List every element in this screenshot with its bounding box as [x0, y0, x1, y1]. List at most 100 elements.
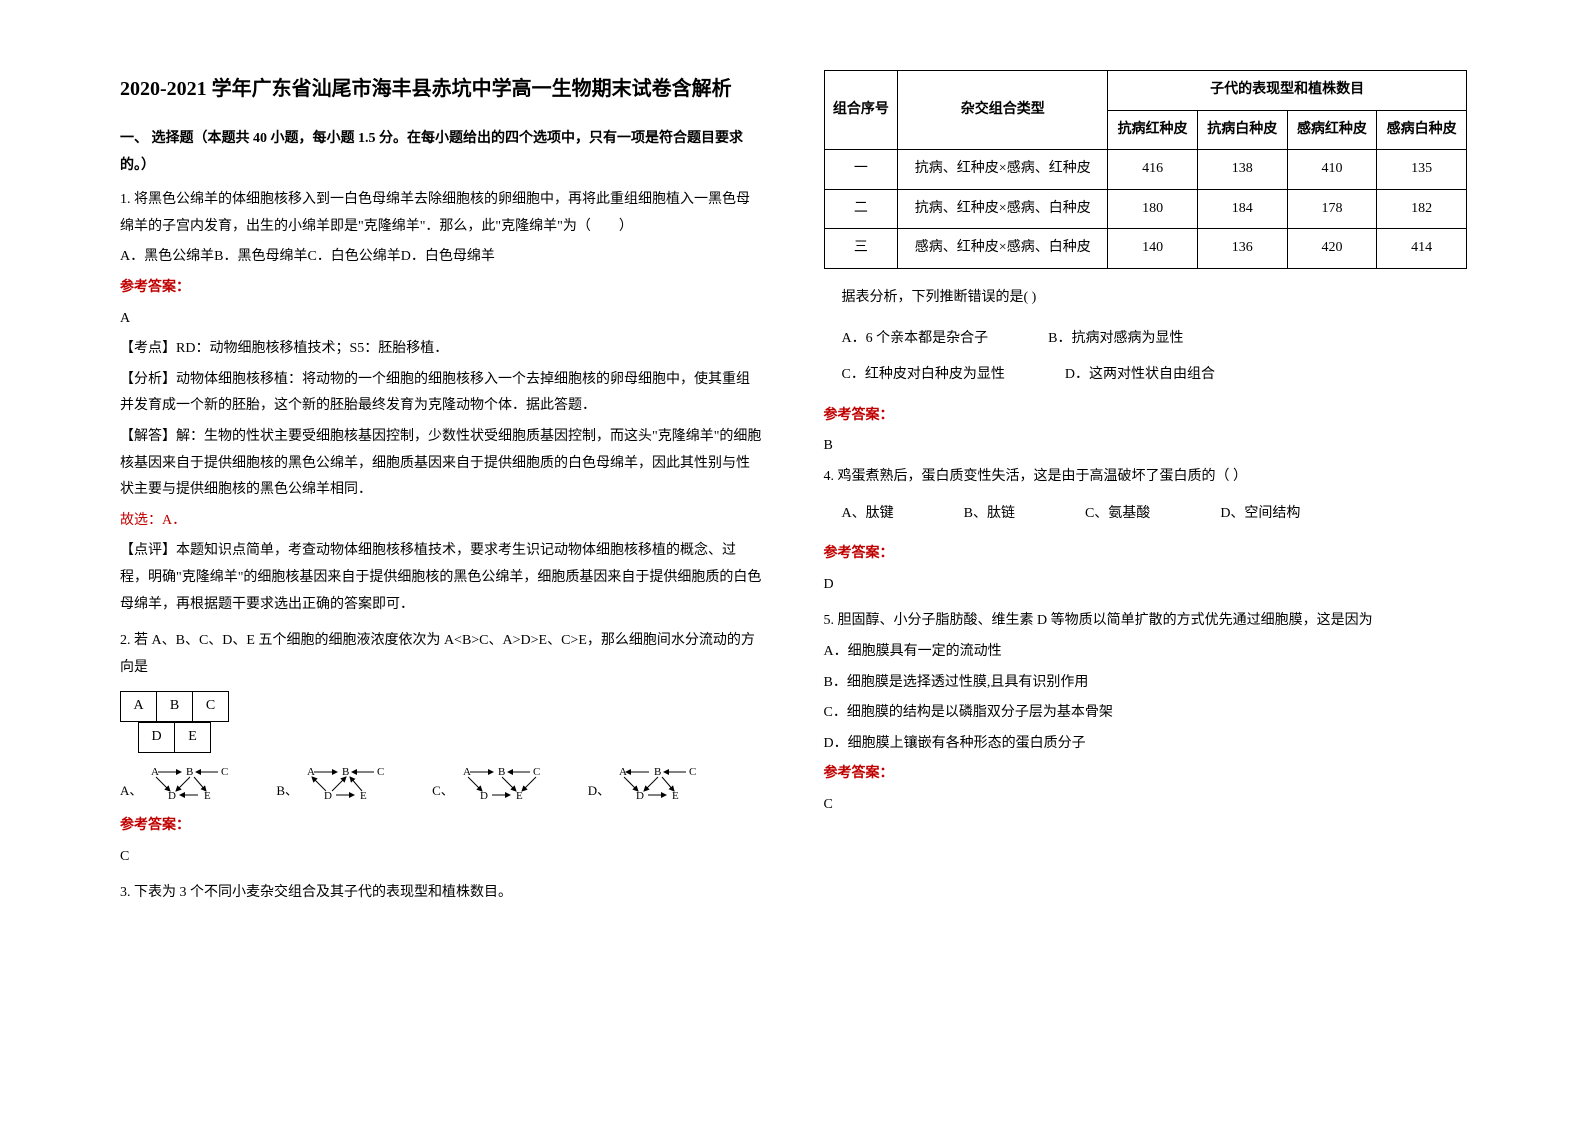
- q3-opt-d: D．这两对性状自由组合: [1065, 362, 1215, 389]
- q1-exp5: 【点评】本题知识点简单，考查动物体细胞核移植技术，要求考生识记动物体细胞核移植的…: [120, 538, 764, 618]
- q5-opt-a: A．细胞膜具有一定的流动性: [824, 639, 1468, 666]
- th-offspring: 子代的表现型和植株数目: [1108, 71, 1467, 111]
- cell: 抗病、红种皮×感病、红种皮: [898, 150, 1108, 190]
- answer-label: 参考答案：: [824, 761, 1468, 788]
- svg-text:E: E: [516, 790, 523, 802]
- sub-head: 抗病红种皮: [1108, 110, 1198, 150]
- q3-opt-b: B．抗病对感病为显性: [1048, 326, 1183, 353]
- q2-opt-b: B、 A B C D E: [276, 763, 392, 803]
- q1-text: 1. 将黑色公绵羊的体细胞核移入到一白色母绵羊去除细胞核的卵细胞中，再将此重组细…: [120, 187, 764, 240]
- q3-opt-c: C．红种皮对白种皮为显性: [842, 362, 1005, 389]
- svg-text:D: D: [480, 790, 488, 802]
- q3-subtext: 据表分析，下列推断错误的是( ): [842, 285, 1468, 312]
- svg-text:A: A: [151, 766, 159, 778]
- q1-exp3: 【解答】解：生物的性状主要受细胞核基因控制，少数性状受细胞质基因控制，而这头"克…: [120, 424, 764, 504]
- svg-text:C: C: [533, 766, 540, 778]
- cell: 180: [1108, 189, 1198, 229]
- opt-label: C、: [432, 779, 454, 804]
- q4-opt-b: B、肽链: [964, 501, 1015, 528]
- svg-text:C: C: [689, 766, 696, 778]
- q2-opt-a: A、 ABC DE: [120, 763, 236, 803]
- q2-answer: C: [120, 844, 764, 871]
- sub-head: 感病白种皮: [1377, 110, 1467, 150]
- sub-head: 抗病白种皮: [1197, 110, 1287, 150]
- q1-exp2: 【分析】动物体细胞核移植：将动物的一个细胞的细胞核移入一个去掉细胞核的卵母细胞中…: [120, 367, 764, 420]
- answer-label: 参考答案：: [824, 403, 1468, 430]
- th-cross-type: 杂交组合类型: [898, 71, 1108, 150]
- q2-text: 2. 若 A、B、C、D、E 五个细胞的细胞液浓度依次为 A<B>C、A>D>E…: [120, 628, 764, 681]
- q1-exp4: 故选：A．: [120, 508, 764, 535]
- q3-text: 3. 下表为 3 个不同小麦杂交组合及其子代的表现型和植株数目。: [120, 880, 764, 907]
- opt-label: A、: [120, 779, 142, 804]
- svg-text:B: B: [342, 766, 349, 778]
- q3-data-table: 组合序号 杂交组合类型 子代的表现型和植株数目 抗病红种皮 抗病白种皮 感病红种…: [824, 70, 1468, 269]
- answer-label: 参考答案：: [120, 275, 764, 302]
- svg-text:D: D: [324, 790, 332, 802]
- cell: 一: [824, 150, 898, 190]
- answer-label: 参考答案：: [824, 541, 1468, 568]
- cell: 184: [1197, 189, 1287, 229]
- svg-text:E: E: [204, 790, 211, 802]
- svg-text:D: D: [168, 790, 176, 802]
- q1-exp1: 【考点】RD：动物细胞核移植技术；S5：胚胎移植．: [120, 336, 764, 363]
- cell: 136: [1197, 229, 1287, 269]
- question-1: 1. 将黑色公绵羊的体细胞核移入到一白色母绵羊去除细胞核的卵细胞中，再将此重组细…: [120, 187, 764, 618]
- cell: 135: [1377, 150, 1467, 190]
- svg-text:B: B: [654, 766, 661, 778]
- cell: 182: [1377, 189, 1467, 229]
- flow-diagram-c: A B C D E: [458, 763, 548, 803]
- q2-option-diagrams: A、 A B C D E B、 A B C: [120, 763, 764, 803]
- cell: 178: [1287, 189, 1377, 229]
- flow-diagram-b: A B C D E: [302, 763, 392, 803]
- svg-text:E: E: [672, 790, 679, 802]
- answer-label: 参考答案：: [120, 813, 764, 840]
- q5-text: 5. 胆固醇、小分子脂肪酸、维生素 D 等物质以简单扩散的方式优先通过细胞膜，这…: [824, 608, 1468, 635]
- flow-diagram-d: ABC DE: [614, 763, 704, 803]
- table-row: 三 感病、红种皮×感病、白种皮 140 136 420 414: [824, 229, 1467, 269]
- svg-text:E: E: [360, 790, 367, 802]
- q5-answer: C: [824, 792, 1468, 819]
- cell: 二: [824, 189, 898, 229]
- cell: 416: [1108, 150, 1198, 190]
- cell-D: D: [139, 723, 175, 753]
- cell: 138: [1197, 150, 1287, 190]
- cell-E: E: [175, 723, 211, 753]
- q4-opt-d: D、空间结构: [1220, 501, 1300, 528]
- cell: 抗病、红种皮×感病、白种皮: [898, 189, 1108, 229]
- flow-diagram-a: ABC DE: [146, 763, 236, 803]
- svg-text:A: A: [307, 766, 315, 778]
- cell-A: A: [121, 692, 157, 722]
- q1-options: A．黑色公绵羊B．黑色母绵羊C．白色公绵羊D．白色母绵羊: [120, 244, 764, 271]
- q4-answer: D: [824, 572, 1468, 599]
- q2-opt-c: C、 A B C D E: [432, 763, 548, 803]
- svg-text:B: B: [498, 766, 505, 778]
- q1-answer: A: [120, 306, 764, 333]
- table-row: 一 抗病、红种皮×感病、红种皮 416 138 410 135: [824, 150, 1467, 190]
- q3-opt-a: A．6 个亲本都是杂合子: [842, 326, 989, 353]
- table-row: 二 抗病、红种皮×感病、白种皮 180 184 178 182: [824, 189, 1467, 229]
- q5-opt-d: D．细胞膜上镶嵌有各种形态的蛋白质分子: [824, 731, 1468, 758]
- th-group-no: 组合序号: [824, 71, 898, 150]
- q5-opt-b: B．细胞膜是选择透过性膜,且具有识别作用: [824, 670, 1468, 697]
- opt-label: D、: [588, 779, 610, 804]
- q4-options: A、肽键 B、肽链 C、氨基酸 D、空间结构: [842, 501, 1468, 528]
- cell: 420: [1287, 229, 1377, 269]
- cell: 三: [824, 229, 898, 269]
- q5-opt-c: C．细胞膜的结构是以磷脂双分子层为基本骨架: [824, 700, 1468, 727]
- cell: 感病、红种皮×感病、白种皮: [898, 229, 1108, 269]
- svg-text:A: A: [619, 766, 627, 778]
- exam-title: 2020-2021 学年广东省汕尾市海丰县赤坑中学高一生物期末试卷含解析: [120, 70, 764, 108]
- cell: 410: [1287, 150, 1377, 190]
- cell-grid-diagram: A B C D E: [120, 691, 764, 753]
- question-2: 2. 若 A、B、C、D、E 五个细胞的细胞液浓度依次为 A<B>C、A>D>E…: [120, 628, 764, 870]
- q2-opt-d: D、 ABC DE: [588, 763, 704, 803]
- q4-opt-a: A、肽键: [842, 501, 894, 528]
- q3-answer: B: [824, 433, 1468, 460]
- q4-text: 4. 鸡蛋煮熟后，蛋白质变性失活，这是由于高温破坏了蛋白质的（ ）: [824, 464, 1468, 491]
- cell: 140: [1108, 229, 1198, 269]
- section-header: 一、 选择题（本题共 40 小题，每小题 1.5 分。在每小题给出的四个选项中，…: [120, 126, 764, 179]
- svg-text:A: A: [463, 766, 471, 778]
- svg-text:C: C: [377, 766, 384, 778]
- opt-label: B、: [276, 779, 298, 804]
- cell: 414: [1377, 229, 1467, 269]
